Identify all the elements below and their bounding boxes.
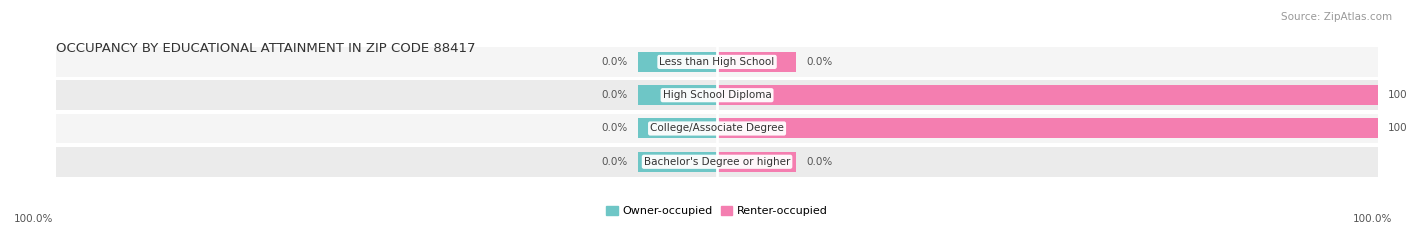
Legend: Owner-occupied, Renter-occupied: Owner-occupied, Renter-occupied [602, 202, 832, 221]
Bar [717, 52, 796, 72]
Bar [56, 147, 1378, 177]
Bar [638, 119, 717, 138]
Bar [717, 85, 1378, 105]
Bar [638, 152, 717, 172]
Bar [717, 119, 1378, 138]
Text: 100.0%: 100.0% [1388, 90, 1406, 100]
Text: 0.0%: 0.0% [602, 90, 628, 100]
Text: 0.0%: 0.0% [806, 57, 832, 67]
Text: High School Diploma: High School Diploma [662, 90, 772, 100]
Bar [638, 85, 717, 105]
Text: 100.0%: 100.0% [1353, 214, 1392, 224]
Text: 0.0%: 0.0% [602, 57, 628, 67]
Text: 100.0%: 100.0% [14, 214, 53, 224]
Text: 0.0%: 0.0% [806, 157, 832, 167]
Bar [56, 113, 1378, 144]
Text: Source: ZipAtlas.com: Source: ZipAtlas.com [1281, 12, 1392, 22]
Text: 0.0%: 0.0% [602, 123, 628, 134]
Text: College/Associate Degree: College/Associate Degree [650, 123, 785, 134]
Text: OCCUPANCY BY EDUCATIONAL ATTAINMENT IN ZIP CODE 88417: OCCUPANCY BY EDUCATIONAL ATTAINMENT IN Z… [56, 42, 475, 55]
Bar [638, 52, 717, 72]
Bar [56, 80, 1378, 110]
Text: Less than High School: Less than High School [659, 57, 775, 67]
Text: Bachelor's Degree or higher: Bachelor's Degree or higher [644, 157, 790, 167]
Text: 100.0%: 100.0% [1388, 123, 1406, 134]
Text: 0.0%: 0.0% [602, 157, 628, 167]
Bar [717, 152, 796, 172]
Bar [56, 47, 1378, 77]
